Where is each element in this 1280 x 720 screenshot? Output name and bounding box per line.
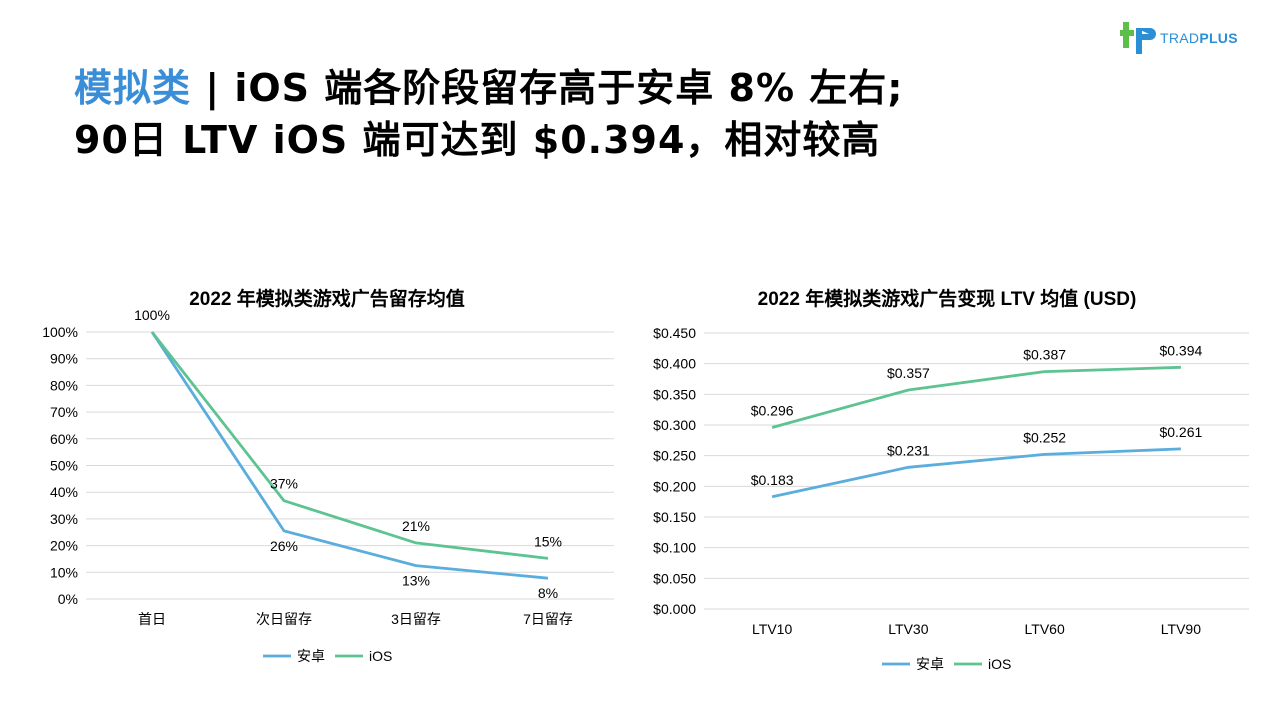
retention-chart-x-tick-label: 首日	[138, 611, 166, 627]
ltv-chart-y-tick-label: $0.350	[653, 386, 696, 402]
retention-chart-data-label: 15%	[534, 533, 562, 549]
retention-chart-y-tick-label: 20%	[50, 538, 78, 554]
retention-chart-data-label: 37%	[270, 476, 298, 492]
retention-chart-legend-label: 安卓	[297, 648, 325, 664]
retention-chart-y-tick-label: 100%	[42, 324, 78, 340]
retention-chart-data-label: 26%	[270, 538, 298, 554]
ltv-chart-y-tick-label: $0.150	[653, 509, 696, 525]
ltv-chart-data-label: $0.357	[887, 365, 930, 381]
retention-chart-x-tick-label: 7日留存	[523, 611, 573, 627]
ltv-chart-y-tick-label: $0.000	[653, 601, 696, 617]
headline-line-1-text: | iOS 端各阶段留存高于安卓 8% 左右;	[191, 66, 904, 110]
tradplus-wordmark: TRADPLUS	[1160, 30, 1238, 46]
ltv-chart-y-tick-label: $0.100	[653, 540, 696, 556]
ltv-chart-legend-label: iOS	[988, 656, 1011, 672]
retention-chart-y-tick-label: 90%	[50, 351, 78, 367]
ltv-chart-y-tick-label: $0.200	[653, 478, 696, 494]
ltv-chart-legend-label: 安卓	[916, 656, 944, 672]
headline-line-2: 90日 LTV iOS 端可达到 $0.394，相对较高	[74, 118, 881, 162]
ltv-chart-data-label: $0.231	[887, 442, 930, 458]
retention-chart-y-tick-label: 40%	[50, 484, 78, 500]
retention-chart-y-tick-label: 50%	[50, 458, 78, 474]
ltv-chart-data-label: $0.296	[751, 402, 794, 418]
ltv-chart-title: 2022 年模拟类游戏广告变现 LTV 均值 (USD)	[758, 287, 1137, 310]
ltv-chart-data-label: $0.261	[1159, 424, 1202, 440]
retention-chart-data-label: 8%	[538, 585, 558, 601]
retention-chart-svg: 2022 年模拟类游戏广告留存均值 0% 10% 20% 30% 40% 50% 60% 70%…	[42, 287, 614, 664]
ltv-chart-svg: 2022 年模拟类游戏广告变现 LTV 均值 (USD) $0.000 $0.050…	[653, 287, 1249, 672]
headline-accent: 模拟类	[74, 66, 192, 110]
headline-line-1: 模拟类 | iOS 端各阶段留存高于安卓 8% 左右;	[74, 62, 1174, 114]
retention-chart-y-tick-label: 60%	[50, 431, 78, 447]
retention-chart-y-tick-label: 80%	[50, 377, 78, 393]
ltv-chart-x-tick-label: LTV10	[752, 621, 792, 637]
ltv-chart-y-tick-label: $0.050	[653, 570, 696, 586]
ltv-chart-series-1-line	[771, 365, 1181, 429]
retention-chart-series-0-line	[150, 331, 549, 580]
retention-chart-y-tick-label: 30%	[50, 511, 78, 527]
retention-chart-y-tick-label: 70%	[50, 404, 78, 420]
retention-chart: 2022 年模拟类游戏广告留存均值 0% 10% 20% 30% 40% 50% 60% 70%…	[20, 280, 630, 680]
retention-chart-series-1-line	[150, 331, 549, 560]
tradplus-logo-mark	[1120, 22, 1156, 54]
retention-chart-data-label: 100%	[134, 307, 170, 323]
retention-chart-y-tick-label: 0%	[58, 591, 78, 607]
ltv-chart-y-tick-label: $0.300	[653, 417, 696, 433]
retention-chart-x-tick-label: 3日留存	[391, 611, 441, 627]
retention-chart-title: 2022 年模拟类游戏广告留存均值	[189, 287, 465, 310]
retention-chart-legend-label: iOS	[369, 648, 392, 664]
ltv-chart-data-label: $0.387	[1023, 347, 1066, 363]
ltv-chart: 2022 年模拟类游戏广告变现 LTV 均值 (USD) $0.000 $0.050…	[630, 280, 1260, 690]
ltv-chart-x-tick-label: LTV30	[888, 621, 928, 637]
retention-chart-data-label: 21%	[402, 518, 430, 534]
ltv-chart-data-label: $0.183	[751, 472, 794, 488]
retention-chart-y-tick-label: 10%	[50, 564, 78, 580]
ltv-chart-y-tick-label: $0.450	[653, 325, 696, 341]
ltv-chart-y-tick-label: $0.250	[653, 448, 696, 464]
ltv-chart-y-tick-label: $0.400	[653, 356, 696, 372]
retention-chart-data-label: 13%	[402, 573, 430, 589]
ltv-chart-series-0-line	[771, 447, 1181, 499]
ltv-chart-data-label: $0.394	[1159, 342, 1202, 358]
tradplus-logo: TRADPLUS	[1120, 18, 1260, 58]
ltv-chart-data-label: $0.252	[1023, 429, 1066, 445]
page-headline: 模拟类 | iOS 端各阶段留存高于安卓 8% 左右; 90日 LTV iOS …	[74, 62, 1174, 166]
retention-chart-x-tick-label: 次日留存	[256, 611, 312, 627]
ltv-chart-x-tick-label: LTV90	[1161, 621, 1201, 637]
ltv-chart-x-tick-label: LTV60	[1025, 621, 1065, 637]
